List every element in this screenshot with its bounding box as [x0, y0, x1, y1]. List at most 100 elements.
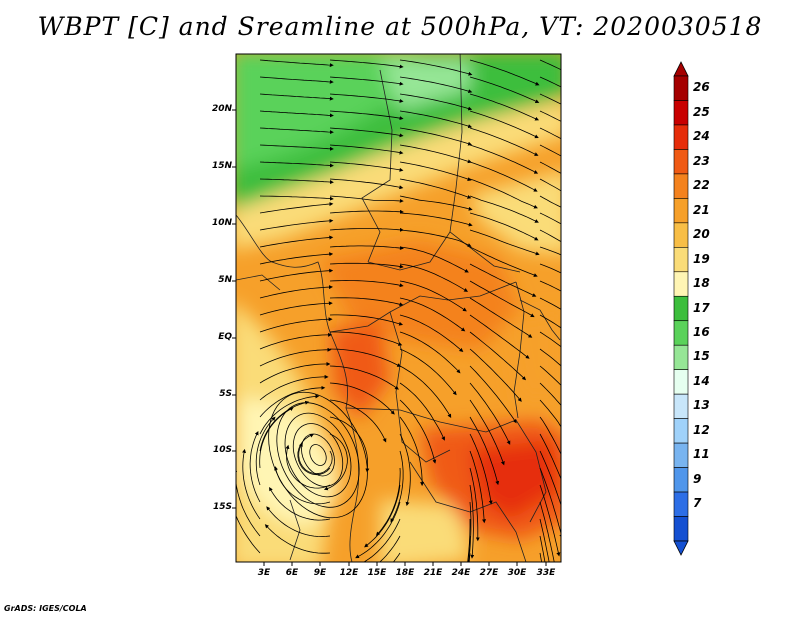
streamline	[469, 59, 540, 86]
streamline	[539, 127, 561, 140]
streamline	[469, 331, 527, 381]
streamline	[259, 161, 334, 168]
streamline	[399, 178, 472, 199]
lat-label: 10S	[212, 445, 232, 455]
streamline	[539, 161, 561, 174]
streamline	[266, 506, 331, 538]
streamline	[355, 501, 401, 559]
streamline	[329, 59, 404, 69]
wbpt-shading	[236, 54, 561, 562]
colorbar-label: 18	[693, 276, 710, 291]
lat-label: EQ	[218, 332, 232, 342]
lat-label: 5S	[219, 389, 232, 399]
streamline	[399, 229, 472, 247]
streamline	[399, 246, 469, 273]
streamline	[539, 518, 550, 562]
streamline	[284, 412, 352, 498]
colorbar-label: 19	[693, 251, 710, 266]
colorbar-swatch	[673, 173, 689, 199]
streamline	[399, 365, 452, 419]
streamline	[390, 450, 404, 523]
lat-label: 10N	[211, 218, 232, 228]
streamline	[323, 433, 348, 491]
streamline	[329, 297, 404, 307]
colorbar-swatch	[673, 271, 689, 297]
streamline	[329, 93, 404, 103]
lat-label: 15N	[211, 161, 232, 171]
streamline	[539, 467, 561, 539]
colorbar-label: 23	[693, 153, 710, 168]
streamline	[469, 365, 517, 424]
streamline	[539, 93, 561, 105]
streamline	[469, 178, 538, 209]
lon-label: 15E	[367, 568, 387, 578]
streamline	[259, 76, 334, 84]
streamline	[259, 93, 334, 101]
streamline	[259, 235, 334, 248]
streamline	[539, 501, 555, 562]
streamline	[469, 467, 480, 542]
colorbar-bottom-arrow	[673, 540, 689, 556]
streamline	[329, 76, 404, 86]
streamline	[399, 110, 473, 129]
axis-ticks	[232, 109, 547, 566]
colorbar-top-arrow	[673, 61, 689, 77]
streamline	[469, 110, 539, 139]
streamline	[539, 144, 561, 157]
streamline	[259, 407, 294, 469]
streamline	[539, 433, 561, 481]
streamline	[330, 331, 403, 346]
streamline	[539, 331, 561, 348]
chart-title: WBPT [C] and Sreamline at 500hPa, VT: 20…	[37, 12, 763, 41]
streamline	[539, 535, 546, 562]
streamline	[259, 218, 334, 231]
streamline	[329, 161, 404, 172]
streamline	[329, 262, 404, 269]
streamline	[469, 229, 540, 256]
colorbar-swatch	[673, 442, 689, 468]
colorbar-label: 22	[693, 178, 710, 193]
colorbar-swatch	[673, 418, 689, 444]
streamline	[469, 348, 522, 402]
streamline	[255, 416, 276, 486]
colorbar-label: 17	[693, 300, 710, 315]
streamline	[469, 314, 530, 359]
lon-label: 12E	[339, 568, 359, 578]
streamline	[539, 280, 561, 292]
streamline	[329, 209, 404, 214]
colorbar-swatch	[673, 222, 689, 248]
streamline	[467, 535, 471, 562]
colorbar-label: 21	[693, 202, 710, 217]
streamline	[469, 484, 475, 559]
streamline	[259, 374, 329, 401]
streamline	[259, 268, 334, 282]
lon-label: 24E	[451, 568, 471, 578]
colorbar-label: 15	[693, 349, 710, 364]
colorbar-swatch	[673, 516, 689, 542]
streamline	[539, 212, 561, 225]
map-frame	[235, 53, 562, 563]
streamline	[329, 195, 404, 203]
colorbar-label: 7	[693, 496, 702, 511]
streamline	[399, 127, 472, 146]
streamline	[539, 297, 561, 310]
streamline	[329, 110, 404, 121]
streamline	[375, 467, 401, 536]
colorbar-swatch	[673, 344, 689, 370]
colorbar-label: 20	[693, 227, 710, 242]
streamline	[301, 433, 335, 477]
streamline	[236, 468, 261, 537]
streamline	[259, 362, 331, 384]
streamline	[539, 552, 543, 562]
streamline	[329, 280, 404, 288]
streamline	[363, 518, 401, 562]
streamline	[399, 314, 464, 352]
streamline	[399, 161, 472, 181]
streamline	[399, 297, 466, 332]
lon-label: 18E	[395, 568, 415, 578]
streamline	[329, 227, 404, 232]
colorbar-swatch	[673, 247, 689, 273]
colorbar-label: 11	[693, 447, 710, 462]
streamline	[539, 450, 561, 507]
streamline	[399, 416, 425, 487]
